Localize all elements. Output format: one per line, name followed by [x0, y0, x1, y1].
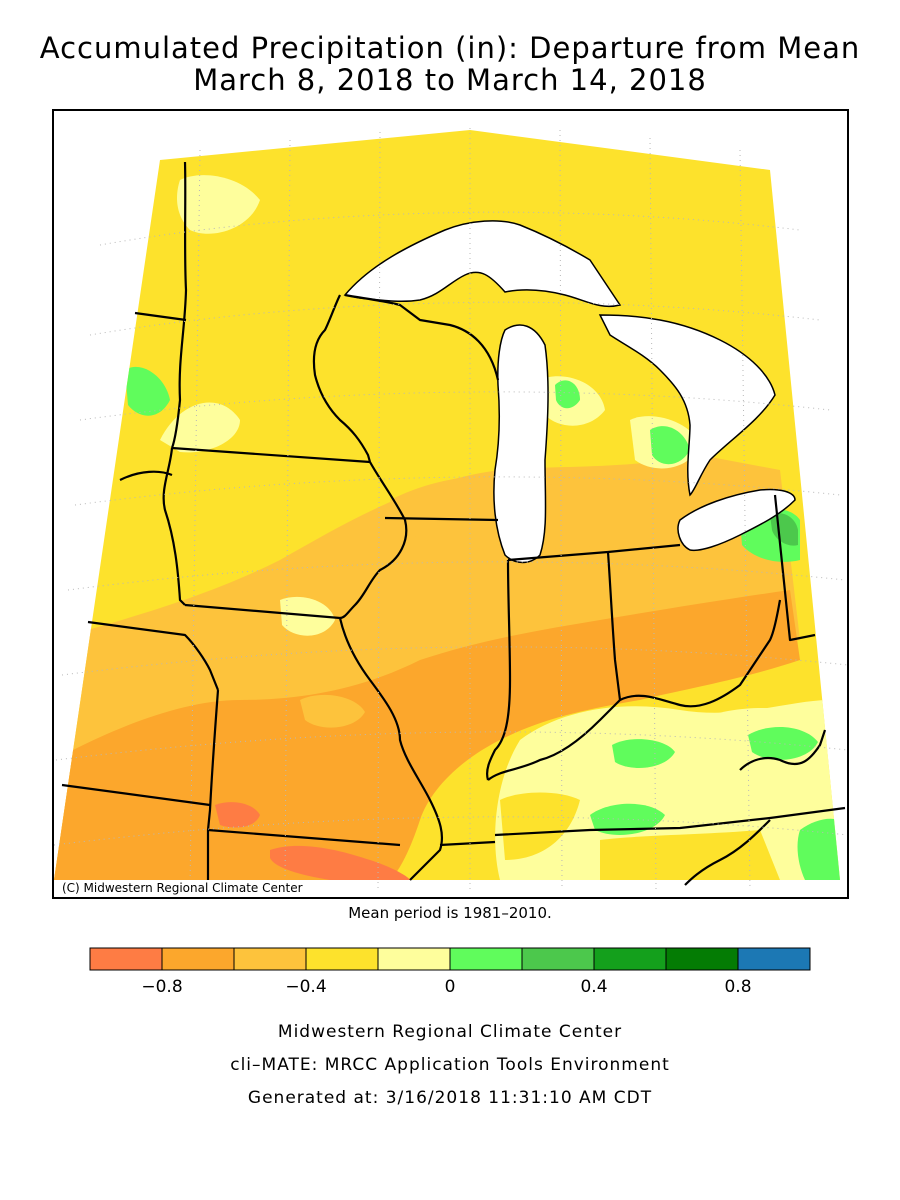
footer-generated-time: Generated at: 3/16/2018 11:31:10 AM CDT — [247, 1088, 653, 1108]
graticule — [53, 128, 848, 891]
great-lakes — [343, 220, 796, 564]
legend-swatch — [665, 947, 739, 971]
legend-colorbar: −0.8 −0.4 0 0.4 0.8 — [89, 947, 811, 997]
legend-swatch — [89, 947, 163, 971]
legend-swatch — [449, 947, 523, 971]
footer-application: cli–MATE: MRCC Application Tools Environ… — [230, 1055, 670, 1075]
legend-swatch — [377, 947, 451, 971]
legend-tick-label: 0.8 — [724, 977, 751, 997]
legend-swatch — [737, 947, 811, 971]
footer-organization: Midwestern Regional Climate Center — [277, 1022, 623, 1042]
legend-swatch — [161, 947, 235, 971]
legend-swatch — [233, 947, 307, 971]
legend-swatch — [593, 947, 667, 971]
legend-tick-label: 0.4 — [580, 977, 607, 997]
legend-swatch — [305, 947, 379, 971]
map-credit: (C) Midwestern Regional Climate Center — [58, 880, 307, 896]
legend-swatch — [521, 947, 595, 971]
legend-tick-label: 0 — [445, 977, 456, 997]
legend-tick-label: −0.4 — [285, 977, 326, 997]
map-date-range: March 8, 2018 to March 14, 2018 — [193, 63, 707, 97]
state-borders — [61, 161, 846, 886]
map-title: Accumulated Precipitation (in): Departur… — [39, 31, 861, 65]
legend-tick-label: −0.8 — [141, 977, 182, 997]
map-border — [52, 109, 849, 899]
mean-period-note: Mean period is 1981–2010. — [348, 904, 552, 922]
